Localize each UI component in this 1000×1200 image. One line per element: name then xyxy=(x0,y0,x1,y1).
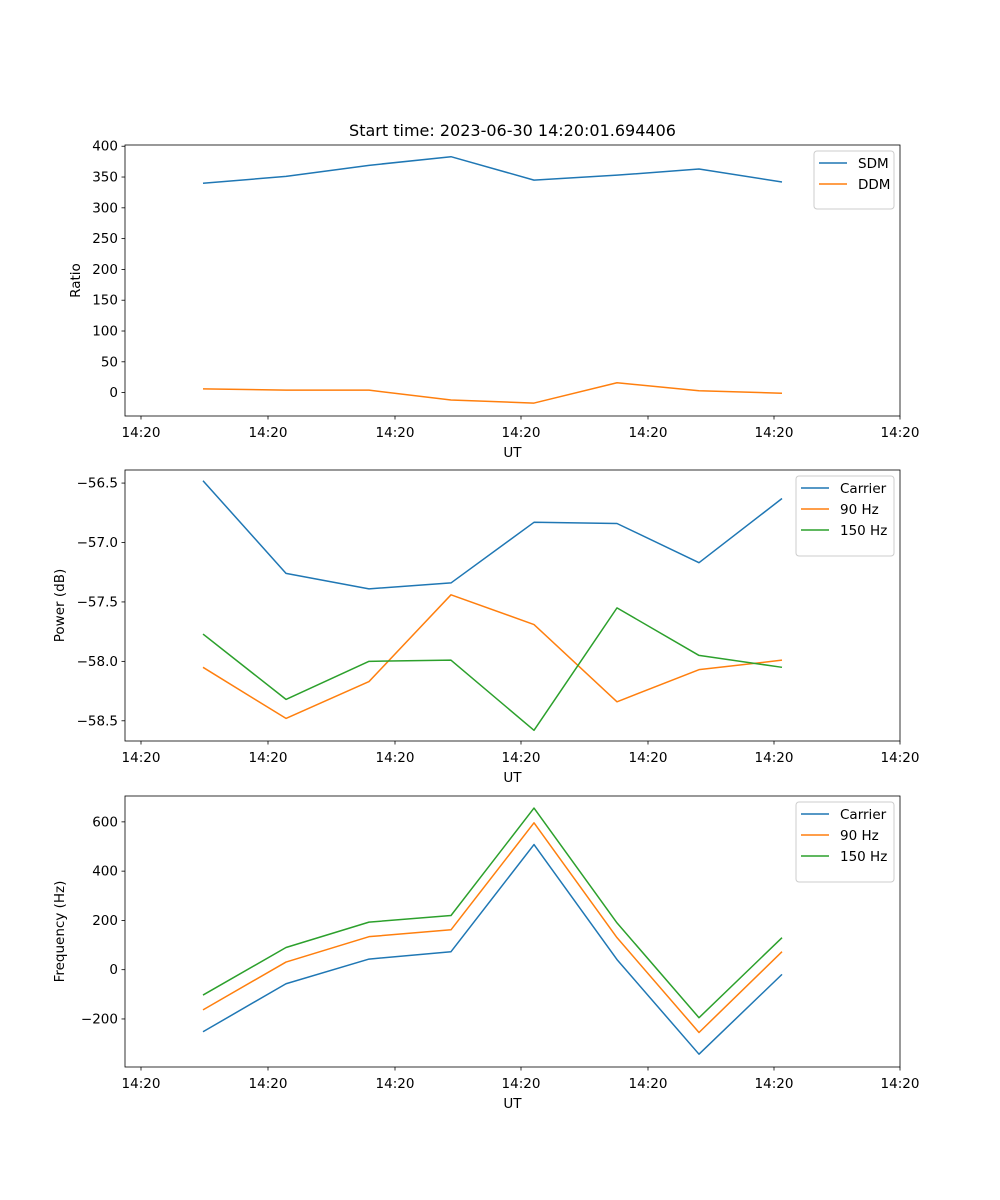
x-tick-label: 14:20 xyxy=(122,750,161,766)
y-tick-label: 150 xyxy=(92,293,118,309)
x-tick-label: 14:20 xyxy=(249,425,288,441)
y-axis-label: Ratio xyxy=(68,263,84,298)
charts: 14:20 14:20 14:20 14:20 14:20 14:20 14:20 0 50 10… xyxy=(52,139,919,1112)
legend-box xyxy=(813,150,895,210)
series-line-150-hz xyxy=(202,607,783,732)
y-tick-label: 300 xyxy=(92,200,118,216)
legend-label: DDM xyxy=(858,177,890,193)
series-line-90-hz xyxy=(202,822,783,1034)
x-tick-label: 14:20 xyxy=(755,1076,794,1092)
x-tick-label: 14:20 xyxy=(122,425,161,441)
chart-panel-1: 14:20 14:20 14:20 14:20 14:20 14:20 14:20 0 50 10… xyxy=(68,139,919,461)
x-tick-label: 14:20 xyxy=(502,1076,541,1092)
series-line-carrier xyxy=(202,480,783,590)
legend-label: 150 Hz xyxy=(840,849,887,865)
x-axis-label: UT xyxy=(503,770,522,786)
y-tick-label: −58.0 xyxy=(77,654,118,670)
y-tick-label: 400 xyxy=(92,139,118,155)
y-tick-label: −58.5 xyxy=(77,713,118,729)
series-line-ddm xyxy=(202,381,783,404)
x-tick-label: 14:20 xyxy=(755,750,794,766)
y-tick-label: 250 xyxy=(92,231,118,247)
y-tick-label: 100 xyxy=(92,324,118,340)
plot-frame xyxy=(124,144,901,417)
series-line-sdm xyxy=(202,155,783,184)
x-tick-label: 14:20 xyxy=(376,425,415,441)
x-tick-label: 14:20 xyxy=(502,750,541,766)
legend: SDM DDM xyxy=(813,150,895,210)
y-tick-label: 0 xyxy=(109,962,118,978)
plot-frame xyxy=(124,469,901,742)
x-tick-label: 14:20 xyxy=(629,750,668,766)
x-axis-label: UT xyxy=(503,445,522,461)
x-tick-label: 14:20 xyxy=(249,750,288,766)
x-tick-label: 14:20 xyxy=(755,425,794,441)
x-tick-label: 14:20 xyxy=(629,1076,668,1092)
x-tick-label: 14:20 xyxy=(881,425,920,441)
y-tick-label: 350 xyxy=(92,170,118,186)
legend-label: 90 Hz xyxy=(840,502,879,518)
y-tick-label: 400 xyxy=(92,864,118,880)
series-line-90-hz xyxy=(202,594,783,720)
y-tick-label: −56.5 xyxy=(77,476,118,492)
legend-label: SDM xyxy=(858,156,889,172)
x-tick-label: 14:20 xyxy=(122,1076,161,1092)
x-tick-label: 14:20 xyxy=(376,1076,415,1092)
x-tick-label: 14:20 xyxy=(502,425,541,441)
legend-box xyxy=(795,801,895,883)
x-tick-label: 14:20 xyxy=(881,750,920,766)
series-line-carrier xyxy=(202,843,783,1055)
legend-label: 150 Hz xyxy=(840,523,887,539)
y-tick-label: 600 xyxy=(92,814,118,830)
figure-title: Start time: 2023-06-30 14:20:01.694406 xyxy=(349,121,676,140)
legend-box xyxy=(795,475,895,557)
y-tick-label: −200 xyxy=(81,1011,118,1027)
x-tick-label: 14:20 xyxy=(881,1076,920,1092)
series-line-150-hz xyxy=(202,807,783,1019)
chart-panel-2: 14:20 14:20 14:20 14:20 14:20 14:20 14:20 −58.5… xyxy=(52,469,920,786)
y-axis-label: Power (dB) xyxy=(52,569,68,642)
x-tick-label: 14:20 xyxy=(629,425,668,441)
y-axis-label: Frequency (Hz) xyxy=(52,881,68,983)
y-tick-label: 50 xyxy=(101,354,118,370)
legend-label: Carrier xyxy=(840,807,887,823)
plot-frame xyxy=(124,795,901,1068)
legend: Carrier 90 Hz 150 Hz xyxy=(795,475,895,557)
x-tick-label: 14:20 xyxy=(376,750,415,766)
legend-label: 90 Hz xyxy=(840,828,879,844)
x-tick-label: 14:20 xyxy=(249,1076,288,1092)
chart-panel-3: 14:20 14:20 14:20 14:20 14:20 14:20 14:20 −200 0… xyxy=(52,795,920,1112)
x-axis-label: UT xyxy=(503,1096,522,1112)
y-tick-label: 0 xyxy=(109,385,118,401)
y-tick-label: 200 xyxy=(92,913,118,929)
y-tick-label: −57.0 xyxy=(77,535,118,551)
legend-label: Carrier xyxy=(840,481,887,497)
y-tick-label: −57.5 xyxy=(77,594,118,610)
legend: Carrier 90 Hz 150 Hz xyxy=(795,801,895,883)
y-tick-label: 200 xyxy=(92,262,118,278)
